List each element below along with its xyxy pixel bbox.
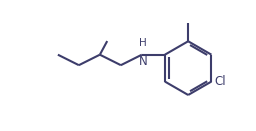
- Text: Cl: Cl: [214, 75, 226, 88]
- Text: H: H: [139, 38, 147, 48]
- Text: N: N: [139, 55, 147, 68]
